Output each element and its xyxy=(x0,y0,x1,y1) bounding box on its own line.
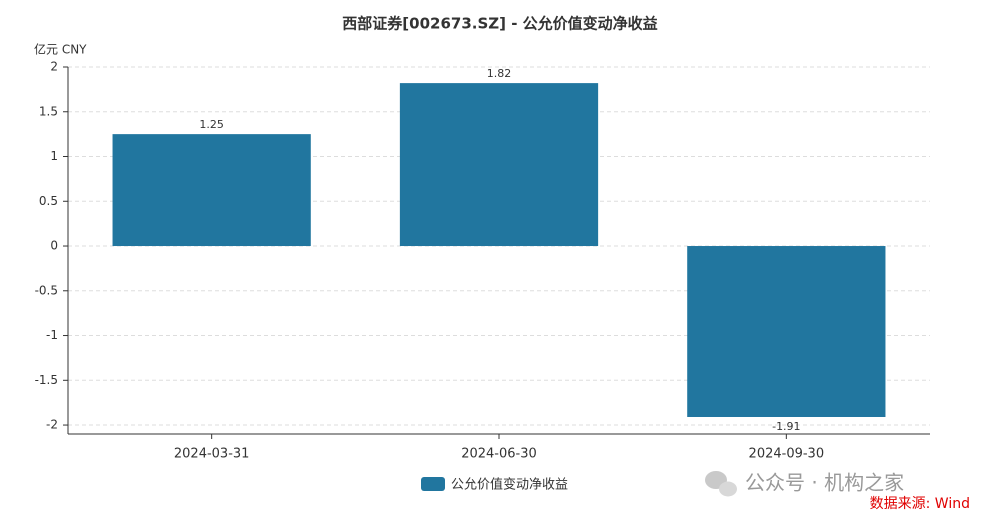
y-tick-label: 1 xyxy=(50,149,58,163)
y-tick-label: -2 xyxy=(46,418,58,432)
y-tick-label: -1.5 xyxy=(35,373,58,387)
data-label: 1.82 xyxy=(487,67,512,80)
y-tick-label: 0 xyxy=(50,239,58,253)
y-axis-label: 亿元 CNY xyxy=(34,42,87,57)
y-tick-label: 0.5 xyxy=(39,194,58,208)
legend-swatch xyxy=(421,477,445,491)
x-tick-label: 2024-06-30 xyxy=(461,447,537,462)
bar xyxy=(112,134,311,247)
y-tick-label: 1.5 xyxy=(39,104,58,118)
source-note: 数据来源: Wind xyxy=(870,496,970,512)
y-tick-label: -0.5 xyxy=(35,283,58,297)
data-label: 1.25 xyxy=(199,118,224,131)
x-tick-label: 2024-09-30 xyxy=(749,447,825,462)
x-tick-label: 2024-03-31 xyxy=(174,447,250,462)
chart-title: 西部证券[002673.SZ] - 公允价值变动净收益 xyxy=(342,15,657,33)
y-tick-label: -1 xyxy=(46,328,58,342)
bar xyxy=(687,246,886,417)
data-label: -1.91 xyxy=(772,420,800,433)
watermark: 公众号 · 机构之家 xyxy=(745,471,904,495)
watermark-icon xyxy=(705,471,737,497)
bar xyxy=(399,83,599,247)
legend-label: 公允价值变动净收益 xyxy=(451,477,568,493)
y-tick-label: 2 xyxy=(50,60,58,74)
